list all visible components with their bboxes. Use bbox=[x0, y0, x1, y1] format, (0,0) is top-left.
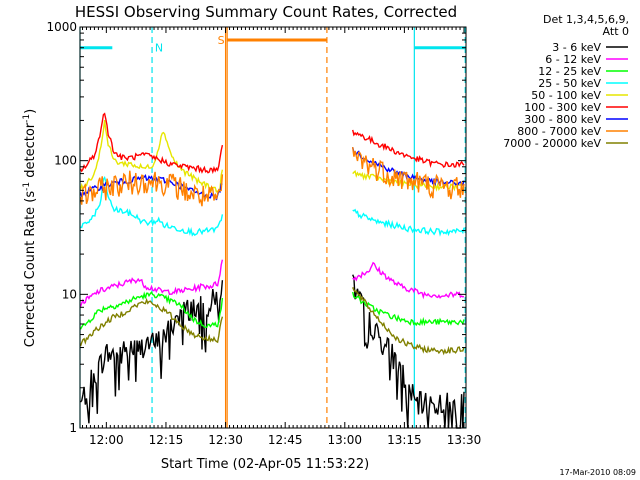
legend-label: 12 - 25 keV bbox=[538, 65, 601, 78]
legend-label: 100 - 300 keV bbox=[524, 101, 601, 114]
legend-label: 800 - 7000 keV bbox=[517, 125, 601, 138]
observing-flags: NS bbox=[79, 27, 466, 428]
series-line-100-300kev bbox=[352, 129, 465, 169]
legend-label: 50 - 100 keV bbox=[531, 89, 601, 102]
flag-s-label: S bbox=[218, 34, 225, 47]
chart-title: HESSI Observing Summary Count Rates, Cor… bbox=[75, 3, 457, 21]
y-tick-label: 10 bbox=[62, 287, 77, 301]
x-tick-label: 13:15 bbox=[387, 433, 422, 447]
series-line-25-50kev bbox=[80, 176, 224, 237]
series-line-12-25kev bbox=[79, 291, 224, 330]
x-tick-label: 12:00 bbox=[89, 433, 124, 447]
series-line-300-800kev bbox=[352, 147, 465, 187]
series-line-12-25kev bbox=[352, 291, 465, 327]
x-tick-label: 12:30 bbox=[208, 433, 243, 447]
flag-n-label: N bbox=[155, 42, 163, 55]
legend-label: 6 - 12 keV bbox=[545, 53, 601, 66]
legend-header: Det 1,3,4,5,6,9, bbox=[543, 13, 629, 26]
legend-label: 300 - 800 keV bbox=[524, 113, 601, 126]
x-tick-label: 13:30 bbox=[447, 433, 482, 447]
legend-label: 3 - 6 keV bbox=[552, 41, 601, 54]
x-tick-label: 12:45 bbox=[268, 433, 303, 447]
legend-header: Att 0 bbox=[603, 25, 629, 38]
x-tick-label: 13:00 bbox=[327, 433, 362, 447]
series-line-6-12kev bbox=[79, 259, 224, 307]
y-axis-label: Corrected Count Rate (s-1 detector-1) bbox=[22, 109, 38, 347]
x-axis-label: Start Time (02-Apr-05 11:53:22) bbox=[161, 457, 369, 472]
x-tick-label: 12:15 bbox=[149, 433, 184, 447]
footer-timestamp: 17-Mar-2010 08:09 bbox=[560, 468, 637, 477]
series-line-6-12kev bbox=[352, 261, 465, 300]
series-line-25-50kev bbox=[352, 208, 465, 237]
plot-frame bbox=[79, 26, 467, 429]
series-line-7000-20000kev bbox=[79, 297, 224, 347]
series-group bbox=[79, 112, 465, 429]
series-line-800-7000kev bbox=[352, 147, 465, 200]
y-tick-label: 100 bbox=[54, 154, 77, 168]
series-line-3-6kev bbox=[352, 274, 465, 429]
axes: 12:00 12:15 12:30 12:45 13:00 13:15 13:30 1 10 10… bbox=[46, 20, 481, 447]
series-line-7000-20000kev bbox=[352, 287, 465, 356]
series-line-50-100kev bbox=[79, 120, 224, 194]
series-line-3-6kev bbox=[79, 280, 224, 424]
legend-label: 7000 - 20000 keV bbox=[503, 137, 601, 150]
y-tick-label: 1 bbox=[69, 421, 77, 435]
legend-label: 25 - 50 keV bbox=[538, 77, 601, 90]
y-tick-label: 1000 bbox=[46, 20, 77, 34]
series-line-800-7000kev bbox=[79, 170, 224, 207]
series-line-100-300kev bbox=[79, 112, 224, 175]
